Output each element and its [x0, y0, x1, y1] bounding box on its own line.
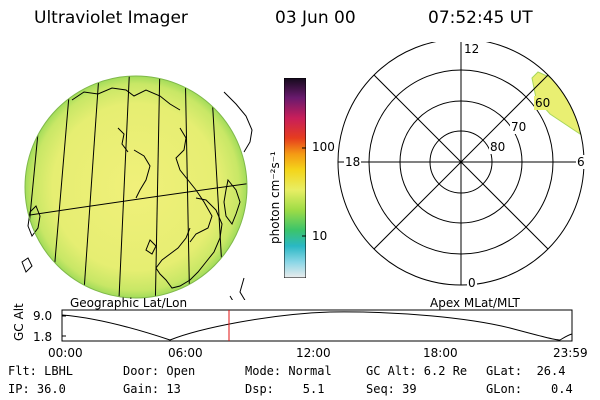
- colorbar-unit-label: photon cm⁻²s⁻¹: [268, 151, 282, 244]
- mode-status: Mode: Normal: [245, 364, 332, 378]
- gc-altitude-status: GC Alt: 6.2 Re: [366, 364, 468, 378]
- mlt-label-6: 6: [576, 155, 586, 169]
- mlat-label-70: 70: [510, 120, 528, 134]
- time-label: 07:52:45 UT: [428, 8, 533, 28]
- mlt-label-18: 18: [344, 155, 362, 169]
- sequence-status: Seq: 39: [366, 382, 417, 396]
- filter-status: Flt: LBHL: [8, 364, 74, 378]
- polar-plot: [337, 42, 585, 286]
- colorbar: [284, 78, 306, 278]
- altitude-axis-label: GC Alt: [12, 303, 26, 341]
- mlat-label-60: 60: [534, 96, 552, 110]
- xtick-1200: 12:00: [296, 346, 331, 360]
- colorbar-tick-10: 10: [312, 229, 328, 243]
- altitude-plot: [61, 309, 573, 342]
- xtick-0600: 06:00: [168, 346, 203, 360]
- geo-panel-caption: Geographic Lat/Lon: [70, 296, 188, 310]
- xtick-1800: 18:00: [423, 346, 458, 360]
- xtick-0000: 00:00: [48, 346, 83, 360]
- altitude-curve: [61, 311, 573, 341]
- altitude-tick-low: 1.8: [33, 330, 53, 344]
- coastlines: [21, 87, 253, 300]
- glat-status: GLat: 26.4: [486, 364, 566, 378]
- xtick-2359: 23:59: [553, 346, 588, 360]
- dsp-status: Dsp: 5.1: [245, 382, 325, 396]
- geographic-image-panel: [21, 75, 253, 300]
- mlat-label-80: 80: [489, 140, 507, 154]
- colorbar-tick-100: 100: [312, 140, 335, 154]
- app-title: Ultraviolet Imager: [34, 8, 188, 28]
- door-status: Door: Open: [123, 364, 196, 378]
- longitude-grid: [25, 76, 247, 298]
- altitude-tick-high: 9.0: [33, 309, 53, 323]
- earth-disk-emission: [25, 76, 247, 298]
- earth-limb: [24, 75, 248, 299]
- ip-status: IP: 36.0: [8, 382, 66, 396]
- mlt-label-0: 0: [467, 276, 477, 290]
- polar-panel-caption: Apex MLat/MLT: [430, 296, 520, 310]
- glon-status: GLon: 0.4: [486, 382, 573, 396]
- gain-status: Gain: 13: [123, 382, 181, 396]
- date-label: 03 Jun 00: [275, 8, 356, 28]
- mlt-label-12: 12: [463, 42, 481, 56]
